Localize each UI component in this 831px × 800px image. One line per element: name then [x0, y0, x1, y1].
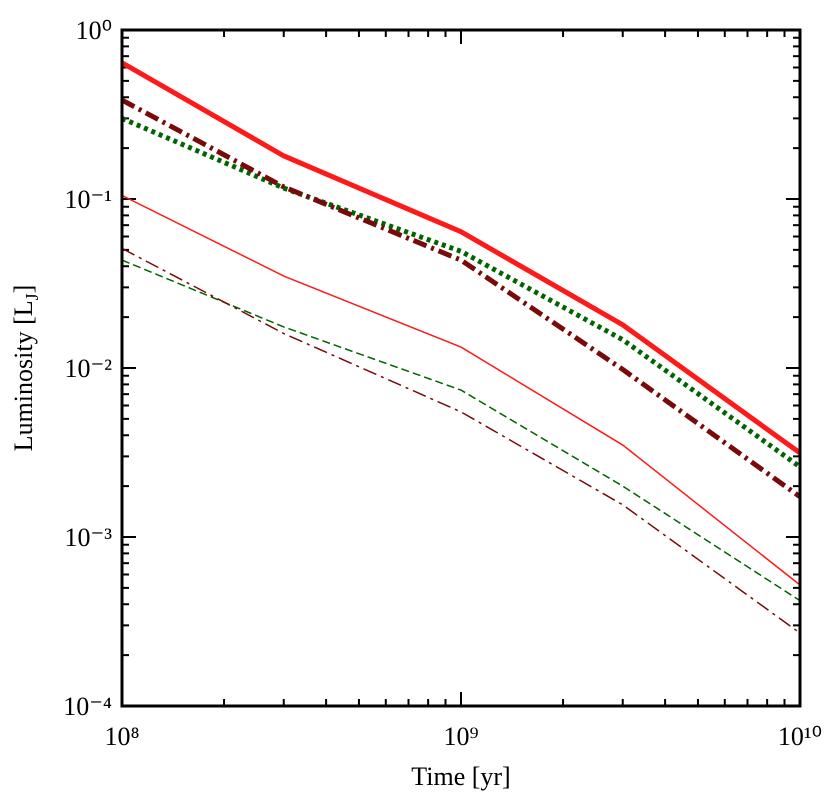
series-line: [122, 194, 800, 586]
y-tick-label: 10⁻¹: [64, 185, 112, 214]
y-axis-label-main: Luminosity [L: [9, 300, 38, 451]
series-line: [122, 97, 800, 499]
x-axis-label: Time [yr]: [411, 762, 510, 791]
series-line: [122, 116, 800, 469]
series-line: [122, 247, 800, 634]
y-tick-label: 10⁻³: [64, 523, 112, 552]
y-tick-label: 10⁻⁴: [63, 692, 112, 721]
plot-frame: [120, 28, 802, 708]
x-tick-label: 10¹⁰: [778, 722, 822, 751]
y-tick-label: 10⁰: [76, 16, 112, 45]
x-tick-label: 10⁸: [104, 722, 139, 751]
series-line: [122, 259, 800, 602]
y-axis-label-end: ]: [9, 285, 38, 294]
y-tick-label: 10⁻²: [64, 354, 112, 383]
x-tick-label: 10⁹: [443, 722, 478, 751]
y-axis-label: Luminosity [LJ]: [9, 285, 42, 452]
y-axis-label-sub: J: [22, 293, 42, 300]
series-line: [122, 60, 800, 456]
